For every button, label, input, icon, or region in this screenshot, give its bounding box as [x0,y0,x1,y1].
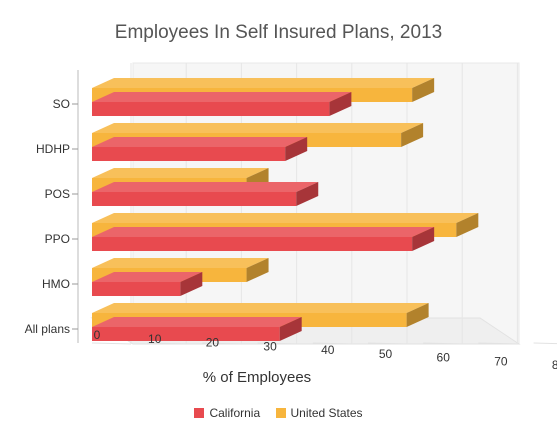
bar-california[interactable] [92,272,203,296]
x-tick-label: 40 [321,343,335,357]
y-tick-label: POS [45,187,70,201]
floor-grid-line [91,342,132,345]
y-tick-label: SO [53,97,70,111]
x-tick-label: 20 [206,336,220,350]
legend: California United States [0,406,557,420]
bar-california[interactable] [92,92,352,116]
bar-california[interactable] [92,182,319,206]
y-tick-label: All plans [25,322,70,336]
bar-california[interactable] [92,317,302,341]
x-tick-label: 70 [494,354,508,368]
floor-grid-line [478,342,518,345]
floor-grid-line [423,342,463,345]
x-tick-label: 50 [379,347,393,361]
x-tick-label: 0 [94,328,101,342]
bar-california[interactable] [92,137,308,161]
y-tick-label: HMO [42,277,70,291]
bars [92,78,479,341]
y-tick-label: HDHP [36,142,70,156]
floor-grid-line [367,342,408,345]
floor-grid-line [312,342,352,345]
legend-swatch-united-states [275,408,286,418]
x-tick-label: 80 [552,358,557,372]
x-tick-label: 30 [263,339,277,353]
y-tick-label: PPO [45,232,70,246]
legend-swatch-california [194,408,205,418]
x-tick-label: 10 [148,332,162,346]
labels: 0 10 20 30 40 50 60 70 80 SO HDHP POS PPO HMO All plan… [25,97,557,372]
bar-california[interactable] [92,227,435,251]
floor-grid-line [257,342,297,345]
legend-item-california[interactable]: California [194,406,260,420]
floor-grid-line [147,342,187,345]
legend-label-california: California [209,406,261,420]
legend-item-united-states[interactable]: United States [275,406,363,420]
legend-label-united-states: United States [290,406,363,420]
floor-grid-line [533,342,557,345]
x-tick-label: 60 [437,351,451,365]
floor-grid-line [202,342,242,345]
x-axis-title: % of Employees [203,369,311,386]
chart-title: Employees In Self Insured Plans, 2013 [114,22,443,43]
